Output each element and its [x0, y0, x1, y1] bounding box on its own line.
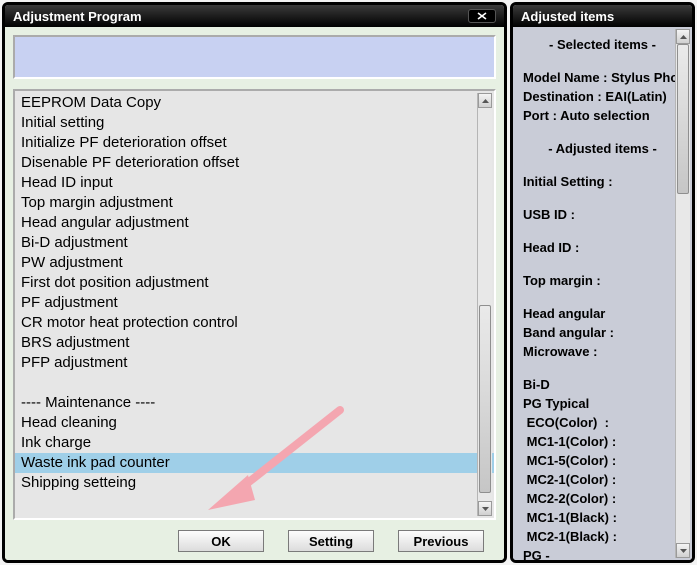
- spacer: [523, 224, 682, 238]
- list-scrollbar[interactable]: [477, 93, 492, 516]
- info-line: Bi-D: [523, 375, 682, 394]
- close-button[interactable]: [468, 9, 496, 23]
- scroll-down-button[interactable]: [478, 501, 492, 516]
- spacer: [523, 125, 682, 139]
- ok-button[interactable]: OK: [178, 530, 264, 552]
- info-line: Band angular :: [523, 323, 682, 342]
- info-line: USB ID :: [523, 205, 682, 224]
- info-scrollbar[interactable]: [675, 29, 690, 558]
- info-line: - Selected items -: [523, 35, 682, 54]
- left-body: EEPROM Data CopyInitial settingInitializ…: [5, 27, 504, 560]
- spacer: [523, 158, 682, 172]
- button-row: OK Setting Previous: [13, 530, 496, 552]
- chevron-up-icon: [482, 99, 489, 103]
- info-line: Model Name : Stylus Photo R290: [523, 68, 682, 87]
- right-body: - Selected items - Model Name : Stylus Ph…: [513, 27, 692, 560]
- list-item[interactable]: Head cleaning: [15, 413, 494, 433]
- scroll-thumb[interactable]: [479, 305, 491, 494]
- list-item[interactable]: Bi-D adjustment: [15, 233, 494, 253]
- info-line: MC2-2(Color) :: [523, 489, 682, 508]
- list-item[interactable]: First dot position adjustment: [15, 273, 494, 293]
- adjustment-program-window: Adjustment Program EEPROM Data CopyIniti…: [2, 2, 507, 563]
- scroll-up-button[interactable]: [478, 93, 492, 108]
- info-line: Head angular: [523, 304, 682, 323]
- chevron-down-icon: [680, 549, 687, 553]
- info-line: Head ID :: [523, 238, 682, 257]
- spacer: [523, 257, 682, 271]
- list-item[interactable]: PF adjustment: [15, 293, 494, 313]
- list-item[interactable]: Ink charge: [15, 433, 494, 453]
- list-item[interactable]: Shipping setteing: [15, 473, 494, 493]
- info-line: - Adjusted items -: [523, 139, 682, 158]
- spacer: [523, 290, 682, 304]
- list-item[interactable]: [15, 373, 494, 393]
- list-item[interactable]: ---- Maintenance ----: [15, 393, 494, 413]
- scroll-track[interactable]: [676, 44, 690, 543]
- list-item[interactable]: Initialize PF deterioration offset: [15, 133, 494, 153]
- info-line: MC2-1(Black) :: [523, 527, 682, 546]
- info-line: MC1-1(Black) :: [523, 508, 682, 527]
- info-line: PG -: [523, 546, 682, 560]
- list-item[interactable]: Waste ink pad counter: [15, 453, 494, 473]
- close-icon: [476, 12, 488, 20]
- spacer: [523, 361, 682, 375]
- spacer: [523, 54, 682, 68]
- chevron-up-icon: [680, 35, 687, 39]
- list-item[interactable]: Top margin adjustment: [15, 193, 494, 213]
- window-title: Adjustment Program: [13, 9, 142, 24]
- scroll-track[interactable]: [478, 108, 492, 501]
- list-item[interactable]: PFP adjustment: [15, 353, 494, 373]
- list-item[interactable]: PW adjustment: [15, 253, 494, 273]
- list-item[interactable]: Head ID input: [15, 173, 494, 193]
- scroll-down-button[interactable]: [676, 543, 690, 558]
- spacer: [523, 191, 682, 205]
- setting-button[interactable]: Setting: [288, 530, 374, 552]
- list-item[interactable]: EEPROM Data Copy: [15, 93, 494, 113]
- info-line: Microwave :: [523, 342, 682, 361]
- list-item[interactable]: CR motor heat protection control: [15, 313, 494, 333]
- info-line: ECO(Color) :: [523, 413, 682, 432]
- panel-title: Adjusted items: [521, 9, 614, 24]
- list-item[interactable]: Head angular adjustment: [15, 213, 494, 233]
- chevron-down-icon: [482, 507, 489, 511]
- previous-button[interactable]: Previous: [398, 530, 484, 552]
- titlebar-left: Adjustment Program: [5, 5, 504, 27]
- titlebar-right: Adjusted items: [513, 5, 692, 27]
- info-line: Top margin :: [523, 271, 682, 290]
- info-line: Initial Setting :: [523, 172, 682, 191]
- info-line: Port : Auto selection: [523, 106, 682, 125]
- info-line: MC1-1(Color) :: [523, 432, 682, 451]
- info-line: PG Typical: [523, 394, 682, 413]
- info-line: MC2-1(Color) :: [523, 470, 682, 489]
- info-line: MC1-5(Color) :: [523, 451, 682, 470]
- adjusted-items-panel: Adjusted items - Selected items - Model N…: [510, 2, 695, 563]
- list-item[interactable]: BRS adjustment: [15, 333, 494, 353]
- adjustment-list[interactable]: EEPROM Data CopyInitial settingInitializ…: [13, 89, 496, 520]
- info-box: [13, 35, 496, 79]
- scroll-thumb[interactable]: [677, 44, 689, 194]
- scroll-up-button[interactable]: [676, 29, 690, 44]
- info-line: Destination : EAI(Latin): [523, 87, 682, 106]
- list-item[interactable]: Initial setting: [15, 113, 494, 133]
- list-item[interactable]: Disenable PF deterioration offset: [15, 153, 494, 173]
